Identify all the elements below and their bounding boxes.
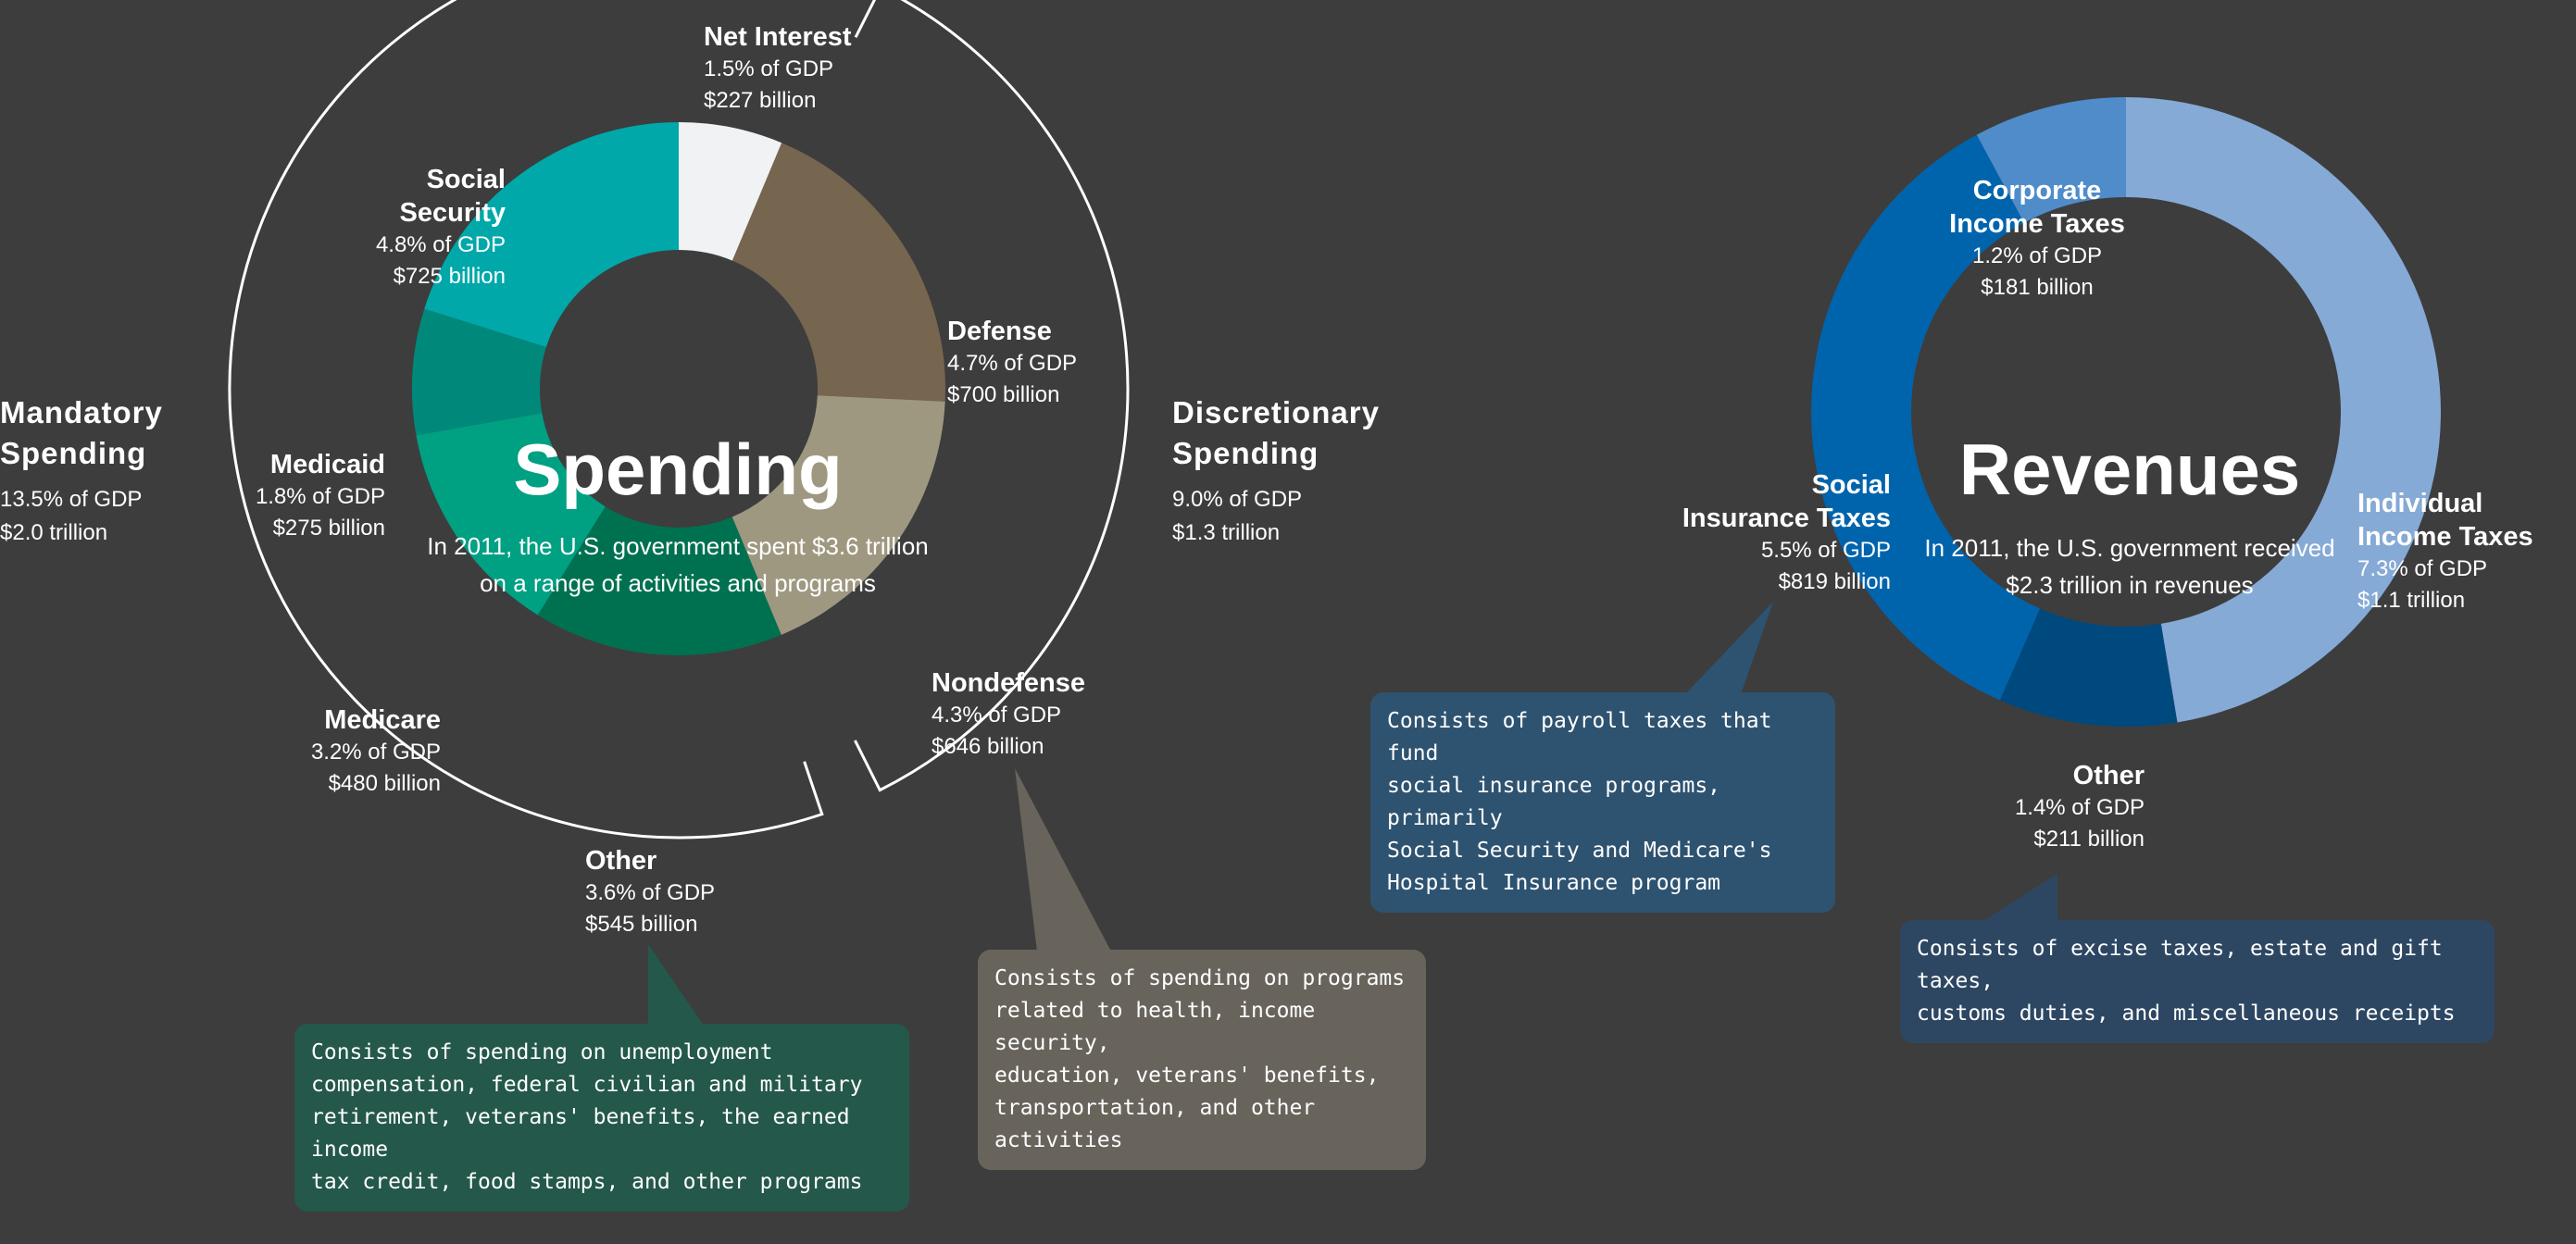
pointer-social-insurance <box>1685 602 1773 694</box>
pointer-revenue-other <box>1982 874 2057 922</box>
callout-pointers <box>648 602 2057 1026</box>
medicaid-pct: 1.8% of GDP <box>255 484 385 509</box>
label-discretionary-spending: Discretionary Spending 9.0% of GDP $1.3 … <box>1172 392 1380 550</box>
nondefense-pct: 4.3% of GDP <box>932 703 1062 728</box>
nondefense-amount: $646 billion <box>932 734 1044 759</box>
corporate-income-amount: $181 billion <box>1981 275 2094 300</box>
other-spending-pct: 3.6% of GDP <box>585 880 716 905</box>
defense-amount: $700 billion <box>947 382 1060 407</box>
callout-nondefense: Consists of spending on programs related… <box>978 950 1426 1170</box>
callout-social-insurance: Consists of payroll taxes that fund soci… <box>1370 692 1835 913</box>
label-social-security: Social Security 4.8% of GDP $725 billion <box>324 163 506 292</box>
medicare-amount: $480 billion <box>328 771 441 796</box>
other-revenue-pct: 1.4% of GDP <box>2014 795 2145 820</box>
label-nondefense: Nondefense 4.3% of GDP $646 billion <box>932 666 1085 763</box>
other-revenue-amount: $211 billion <box>2033 827 2145 852</box>
label-individual-income-taxes: Individual Income Taxes 7.3% of GDP $1.1… <box>2357 487 2533 616</box>
revenue-slice-other <box>1999 608 2178 728</box>
label-social-insurance-taxes: Social Insurance Taxes 5.5% of GDP $819 … <box>1648 468 1891 598</box>
discretionary-pct: 9.0% of GDP <box>1172 487 1303 512</box>
individual-income-pct: 7.3% of GDP <box>2357 556 2488 581</box>
other-revenue-name: Other <box>2072 761 2145 790</box>
social-security-amount: $725 billion <box>393 264 506 289</box>
spending-donut <box>412 122 945 655</box>
mandatory-bracket <box>228 0 824 840</box>
other-spending-amount: $545 billion <box>585 912 698 937</box>
social-security-name: Social Security <box>399 165 506 228</box>
spending-slice-medicaid <box>412 308 546 436</box>
callout-revenue-other: Consists of excise taxes, estate and gif… <box>1900 920 2495 1043</box>
individual-income-name: Individual Income Taxes <box>2357 489 2533 552</box>
discretionary-bracket <box>854 0 1130 792</box>
corporate-income-pct: 1.2% of GDP <box>1971 243 2103 268</box>
label-net-interest: Net Interest 1.5% of GDP $227 billion <box>704 20 852 117</box>
corporate-income-name: Corporate Income Taxes <box>1949 176 2125 239</box>
spending-slice-medicare <box>416 413 606 616</box>
revenues-subtitle: In 2011, the U.S. government received $2… <box>1924 534 2335 599</box>
social-insurance-name: Social Insurance Taxes <box>1682 470 1891 533</box>
mandatory-amount: $2.0 trillion <box>0 520 108 545</box>
spending-slice-net-interest <box>679 122 782 261</box>
defense-name: Defense <box>947 317 1052 346</box>
revenue-slice-corporate-income-taxes <box>1976 97 2126 223</box>
spending-slice-defense <box>732 143 945 402</box>
label-corporate-income-taxes: Corporate Income Taxes 1.2% of GDP $181 … <box>1926 174 2148 304</box>
spending-title: Spending <box>513 429 843 510</box>
group-brackets <box>228 0 1130 840</box>
other-spending-name: Other <box>585 846 657 876</box>
label-other-spending: Other 3.6% of GDP $545 billion <box>585 844 715 940</box>
label-medicaid: Medicaid 1.8% of GDP $275 billion <box>204 448 385 544</box>
spending-slice-nondefense <box>732 395 945 635</box>
label-mandatory-spending: Mandatory Spending 13.5% of GDP $2.0 tri… <box>0 392 180 550</box>
individual-income-amount: $1.1 trillion <box>2357 588 2466 613</box>
label-other-revenue: Other 1.4% of GDP $211 billion <box>1963 759 2145 855</box>
medicaid-name: Medicaid <box>269 450 385 479</box>
social-security-pct: 4.8% of GDP <box>375 232 506 257</box>
net-interest-name: Net Interest <box>704 22 852 52</box>
social-insurance-amount: $819 billion <box>1778 569 1891 594</box>
mandatory-pct: 13.5% of GDP <box>0 487 143 512</box>
mandatory-name: Mandatory Spending <box>0 395 163 470</box>
pointer-spending-other <box>648 944 704 1026</box>
spending-slice-other <box>537 506 782 655</box>
medicaid-amount: $275 billion <box>272 516 385 541</box>
spending-slice-social-security <box>424 122 679 347</box>
discretionary-name: Discretionary Spending <box>1172 395 1380 470</box>
callout-spending-other: Consists of spending on unemployment com… <box>294 1024 909 1212</box>
medicare-name: Medicare <box>324 705 441 735</box>
net-interest-amount: $227 billion <box>704 88 817 113</box>
discretionary-amount: $1.3 trillion <box>1172 520 1281 545</box>
medicare-pct: 3.2% of GDP <box>310 740 441 765</box>
revenues-title: Revenues <box>1958 429 2301 510</box>
nondefense-name: Nondefense <box>932 668 1085 698</box>
label-defense: Defense 4.7% of GDP $700 billion <box>947 315 1077 411</box>
label-medicare: Medicare 3.2% of GDP $480 billion <box>259 703 441 800</box>
pointer-nondefense <box>1015 768 1111 952</box>
revenue-slice-social-insurance-taxes <box>1811 134 2041 701</box>
spending-subtitle: In 2011, the U.S. government spent $3.6 … <box>427 532 929 597</box>
defense-pct: 4.7% of GDP <box>947 351 1078 376</box>
revenue-slice-individual-income-taxes <box>2126 97 2442 723</box>
social-insurance-pct: 5.5% of GDP <box>1760 538 1891 563</box>
revenue-donut <box>1811 97 2442 728</box>
net-interest-pct: 1.5% of GDP <box>704 56 834 81</box>
